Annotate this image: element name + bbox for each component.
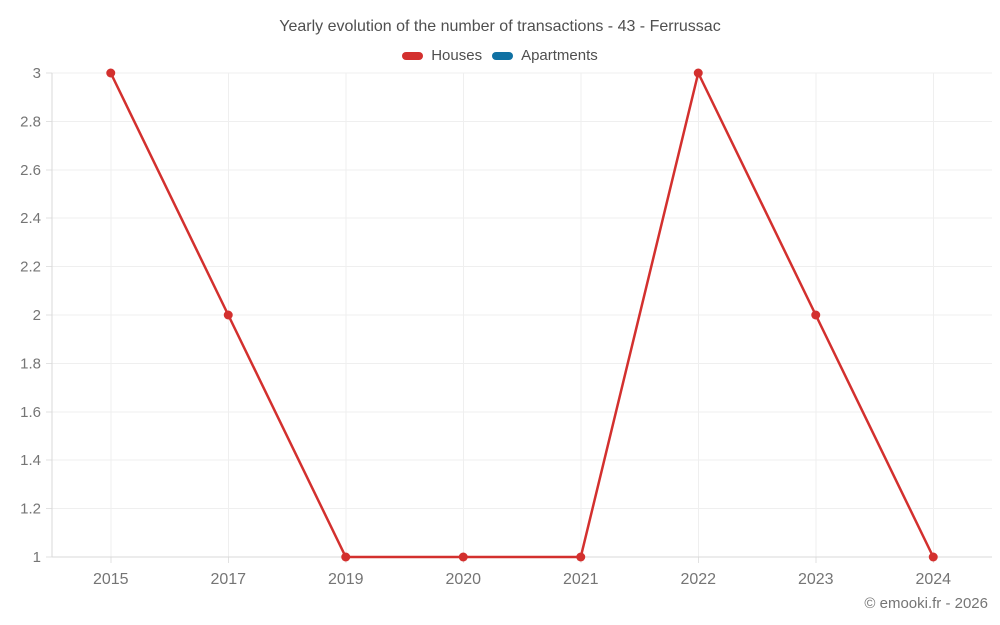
copyright-text: © emooki.fr - 2026 bbox=[864, 595, 988, 612]
x-tick-label: 2019 bbox=[328, 571, 364, 588]
data-point-houses-2015[interactable] bbox=[106, 68, 116, 78]
y-tick-label: 3 bbox=[33, 65, 41, 82]
data-point-houses-2024[interactable] bbox=[928, 552, 938, 562]
x-tick-label: 2021 bbox=[563, 571, 599, 588]
data-point-houses-2021[interactable] bbox=[576, 552, 586, 562]
y-tick-label: 1.4 bbox=[20, 452, 41, 469]
apartments-series-swatch-icon bbox=[492, 51, 514, 60]
legend-item-houses[interactable]: Houses bbox=[402, 47, 482, 64]
data-point-houses-2022[interactable] bbox=[693, 68, 703, 78]
chart-title: Yearly evolution of the number of transa… bbox=[279, 18, 721, 35]
y-tick-label: 1.6 bbox=[20, 404, 41, 421]
legend-label-houses: Houses bbox=[431, 47, 483, 64]
data-point-houses-2017[interactable] bbox=[223, 310, 233, 320]
y-tick-label: 2.8 bbox=[20, 113, 41, 130]
y-tick-label: 1.2 bbox=[20, 501, 41, 518]
data-point-houses-2019[interactable] bbox=[341, 552, 351, 562]
x-tick-label: 2024 bbox=[915, 571, 951, 588]
y-tick-label: 2.6 bbox=[20, 162, 41, 179]
x-tick-label: 2015 bbox=[93, 571, 129, 588]
houses-series-swatch-icon bbox=[402, 51, 424, 60]
data-point-houses-2020[interactable] bbox=[458, 552, 468, 562]
y-tick-label: 1 bbox=[33, 549, 41, 566]
legend-item-apartments[interactable]: Apartments bbox=[492, 47, 598, 64]
y-tick-label: 2 bbox=[33, 307, 41, 324]
legend: Houses Apartments bbox=[0, 47, 1000, 64]
x-tick-label: 2020 bbox=[445, 571, 481, 588]
y-tick-label: 2.4 bbox=[20, 210, 41, 227]
x-tick-label: 2023 bbox=[798, 571, 834, 588]
x-tick-label: 2017 bbox=[210, 571, 246, 588]
y-tick-label: 1.8 bbox=[20, 355, 41, 372]
x-tick-label: 2022 bbox=[680, 571, 716, 588]
legend-label-apartments: Apartments bbox=[521, 47, 598, 64]
series-line-houses bbox=[109, 69, 935, 559]
data-point-houses-2023[interactable] bbox=[811, 310, 821, 320]
y-tick-label: 2.2 bbox=[20, 259, 41, 276]
